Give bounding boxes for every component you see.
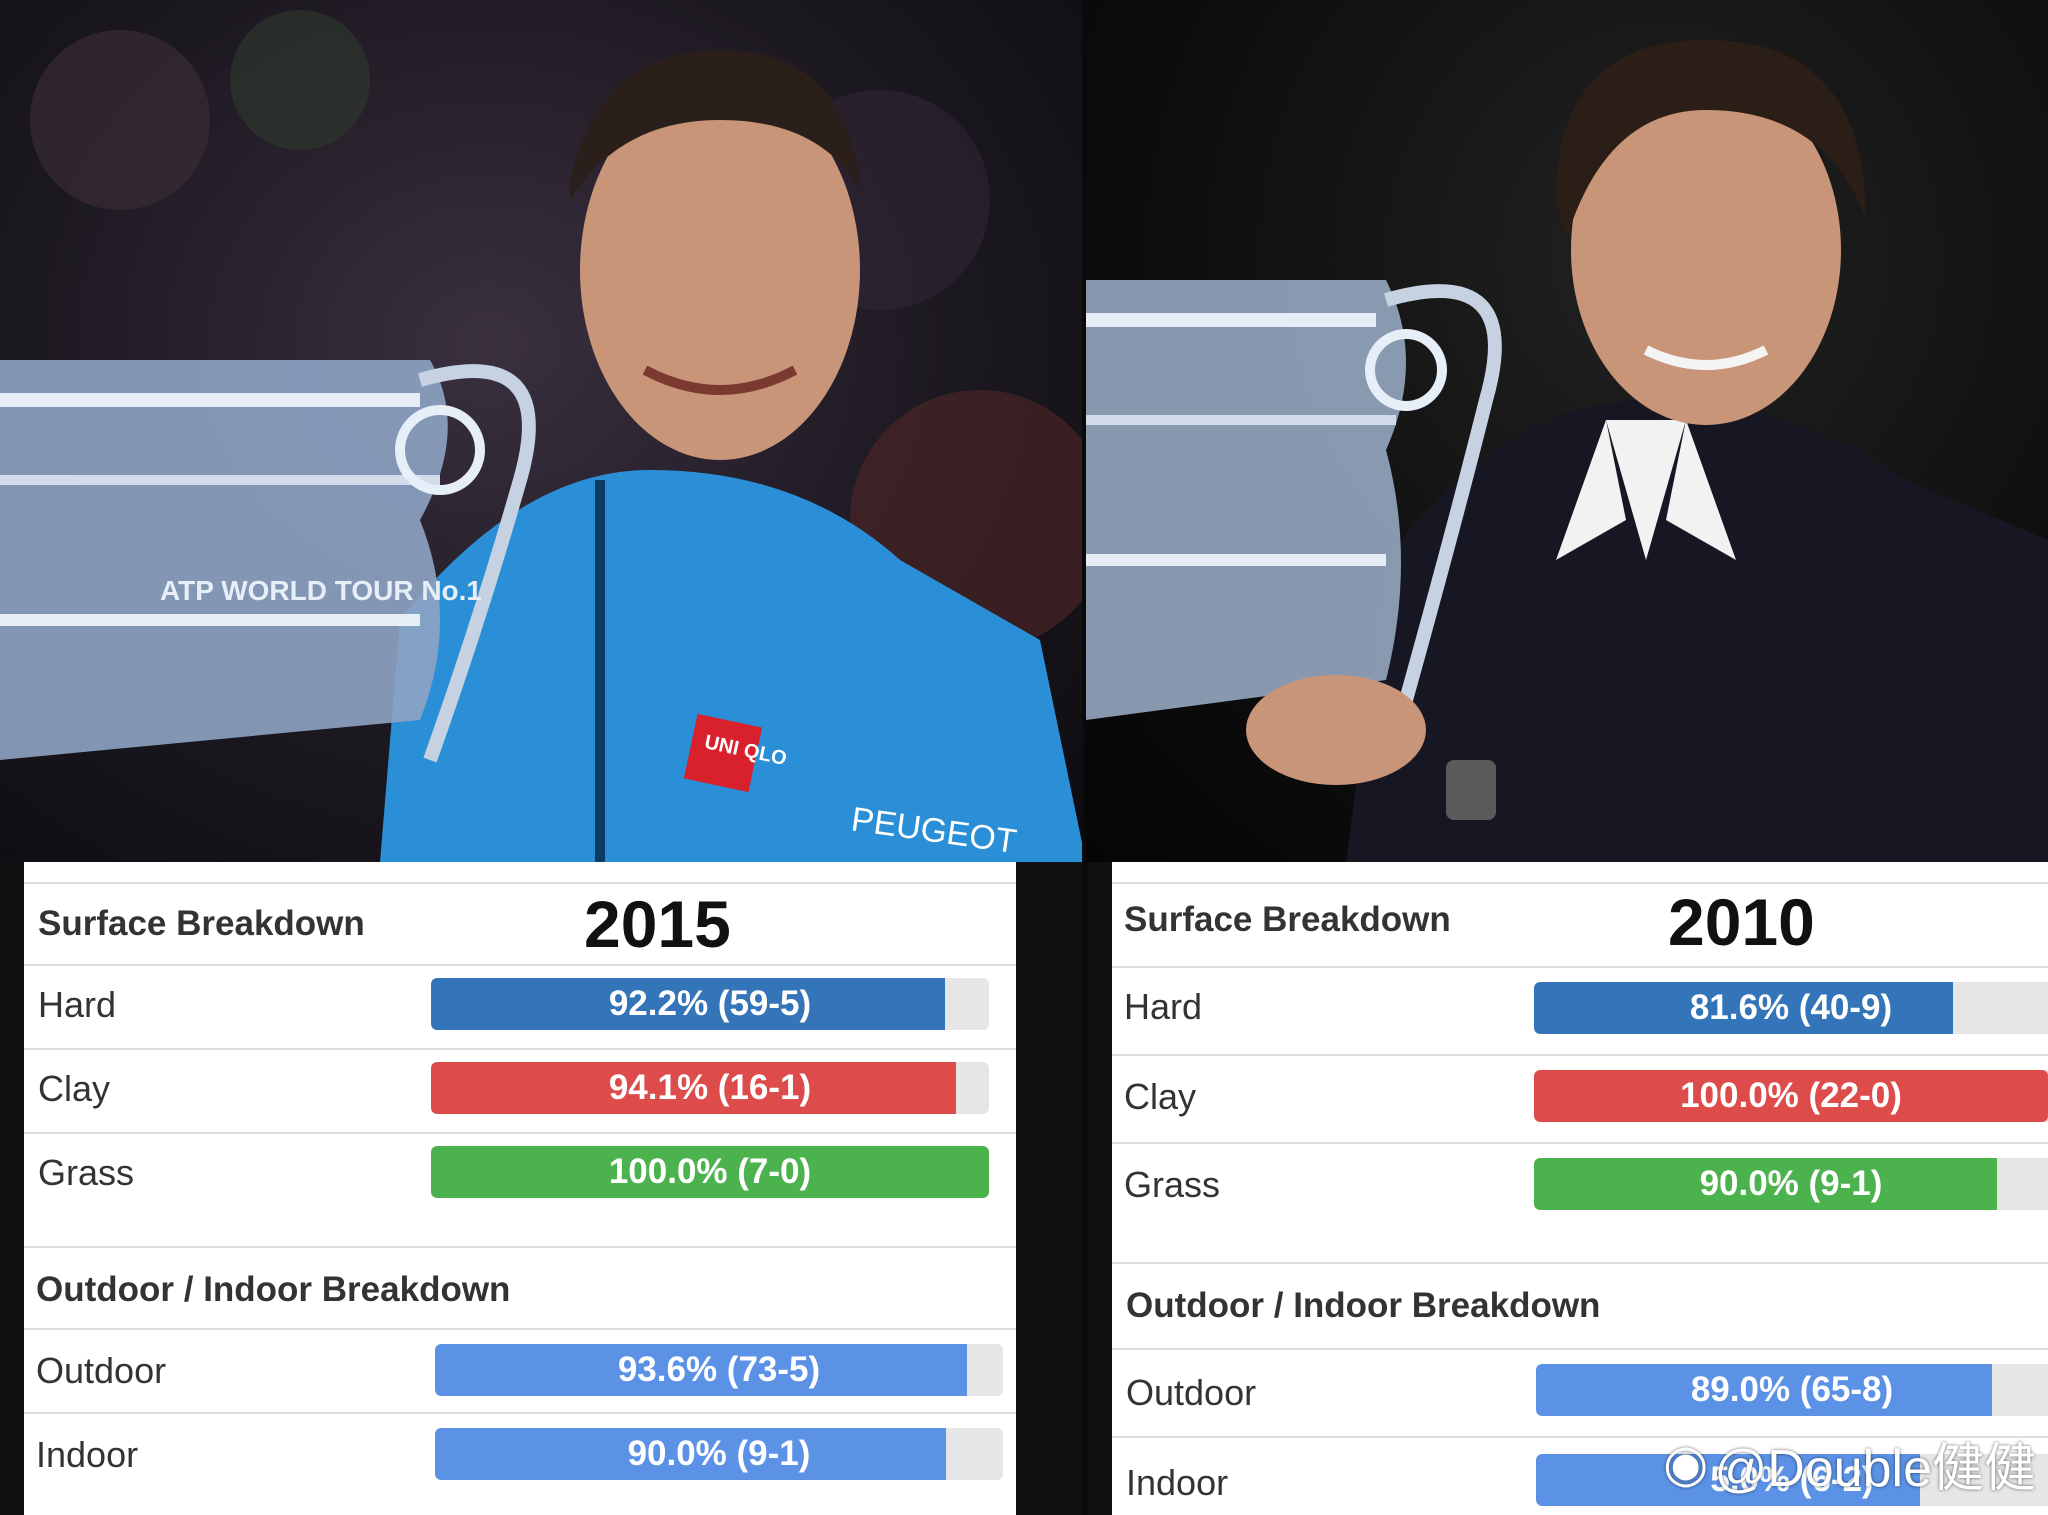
right-panel: Surface Breakdown 2010 Hard 81.6% (40-9)… (1086, 0, 2048, 1515)
outdoor-row: Outdoor 93.6% (73-5) (24, 1328, 1016, 1412)
surface-row-grass-2010: Grass 90.0% (9-1) (1112, 1142, 2048, 1230)
outdoor-row-2010: Outdoor 89.0% (65-8) (1112, 1348, 2048, 1436)
outdoor-indoor-breakdown-title: Outdoor / Indoor Breakdown (36, 1270, 511, 1309)
weibo-watermark: ◉ @Double健健 (1663, 1426, 2036, 1501)
surface-header-row-2010: Surface Breakdown 2010 (1112, 882, 2048, 968)
player-photo-2015: UNI QLO PEUGEOT ATP WORLD TOUR No.1 (0, 0, 1086, 862)
bar-text-indoor: 90.0% (9-1) (627, 1434, 811, 1473)
surface-row-hard-2010: Hard 81.6% (40-9) (1112, 966, 2048, 1054)
outdoor-label-2010: Outdoor (1126, 1372, 1257, 1413)
photo-illustration-2010 (1086, 40, 2048, 862)
bar-grass-2010: 90.0% (9-1) (1534, 1158, 2048, 1210)
year-label: 2015 (584, 887, 731, 961)
bar-fill-grass (431, 1146, 989, 1198)
indoor-label: Indoor (36, 1434, 139, 1475)
bar-text-hard: 92.2% (59-5) (608, 984, 812, 1023)
photo-illustration: UNI QLO PEUGEOT ATP WORLD TOUR No.1 (0, 10, 1086, 862)
year-label-2010: 2010 (1668, 885, 1815, 959)
bar-clay-2010: 100.0% (22-0) (1534, 1070, 2048, 1122)
bar-text-clay: 94.1% (16-1) (608, 1068, 812, 1107)
bar-fill-clay (431, 1062, 957, 1114)
indoor-label-2010: Indoor (1126, 1462, 1229, 1503)
outdoor-header-row: Outdoor / Indoor Breakdown (24, 1246, 1016, 1328)
bar-fill-hard (431, 978, 946, 1030)
watermark-text: @Double健健 (1714, 1440, 2036, 1498)
bar-text-clay-2010: 100.0% (22-0) (1680, 1076, 1902, 1115)
bar-fill-outdoor-2010 (1536, 1364, 1992, 1416)
bar-text-grass: 100.0% (7-0) (608, 1152, 812, 1191)
bar-indoor-2010: 5.0% (6-2) (1536, 1454, 2048, 1506)
surface-header-row: Surface Breakdown 2015 (24, 882, 1016, 964)
surface-row-grass: Grass 100.0% (7-0) (24, 1132, 1016, 1216)
bar-text-indoor-2010: 5.0% (6-2) (1710, 1460, 1874, 1499)
bar-clay: 94.1% (16-1) (431, 1062, 989, 1114)
left-panel: UNI QLO PEUGEOT ATP WORLD TOUR No.1 Surf… (0, 0, 1086, 1515)
indoor-row-2010: Indoor 5.0% (6-2) (1112, 1436, 2048, 1515)
bar-grass: 100.0% (7-0) (431, 1146, 989, 1198)
surface-label-hard-2010: Hard (1124, 986, 1203, 1027)
bar-outdoor: 93.6% (73-5) (435, 1344, 1003, 1396)
surface-row-clay-2010: Clay 100.0% (22-0) (1112, 1054, 2048, 1142)
indoor-row: Indoor 90.0% (9-1) (24, 1412, 1016, 1496)
surface-label-clay: Clay (38, 1068, 111, 1109)
surface-breakdown-title: Surface Breakdown (38, 904, 365, 943)
surface-label-grass: Grass (38, 1152, 135, 1193)
trophy-text: ATP WORLD TOUR No.1 (160, 575, 482, 606)
outdoor-label: Outdoor (36, 1350, 167, 1391)
stats-card-2010: Surface Breakdown 2010 Hard 81.6% (40-9)… (1112, 862, 2048, 1515)
surface-row-hard: Hard 92.2% (59-5) (24, 964, 1016, 1048)
surface-row-clay: Clay 94.1% (16-1) (24, 1048, 1016, 1132)
bar-fill-grass-2010 (1534, 1158, 1997, 1210)
bar-text-outdoor: 93.6% (73-5) (617, 1350, 821, 1389)
surface-breakdown-title-2010: Surface Breakdown (1124, 900, 1451, 939)
bar-fill-indoor-2010 (1536, 1454, 1920, 1506)
outdoor-indoor-breakdown-title-2010: Outdoor / Indoor Breakdown (1126, 1286, 1601, 1325)
bar-fill-clay-2010 (1534, 1070, 2048, 1122)
bar-text-hard-2010: 81.6% (40-9) (1689, 988, 1893, 1027)
bar-indoor: 90.0% (9-1) (435, 1428, 1003, 1480)
bar-text-grass-2010: 90.0% (9-1) (1699, 1164, 1883, 1203)
bar-text-outdoor-2010: 89.0% (65-8) (1690, 1370, 1894, 1409)
stats-card-2015: Surface Breakdown 2015 Hard 92.2% (59-5)… (24, 862, 1016, 1515)
bar-fill-indoor (435, 1428, 947, 1480)
surface-label-grass-2010: Grass (1124, 1164, 1221, 1205)
bar-hard-2010: 81.6% (40-9) (1534, 982, 2048, 1034)
bar-hard: 92.2% (59-5) (431, 978, 989, 1030)
bar-outdoor-2010: 89.0% (65-8) (1536, 1364, 2048, 1416)
bar-fill-hard-2010 (1534, 982, 1954, 1034)
surface-label-hard: Hard (38, 984, 117, 1025)
player-photo-2010 (1086, 0, 2048, 862)
weibo-icon: ◉ (1663, 1434, 1709, 1493)
bar-fill-outdoor (435, 1344, 967, 1396)
outdoor-header-row-2010: Outdoor / Indoor Breakdown (1112, 1262, 2048, 1348)
surface-label-clay-2010: Clay (1124, 1076, 1197, 1117)
panel-divider (1082, 0, 1088, 1515)
